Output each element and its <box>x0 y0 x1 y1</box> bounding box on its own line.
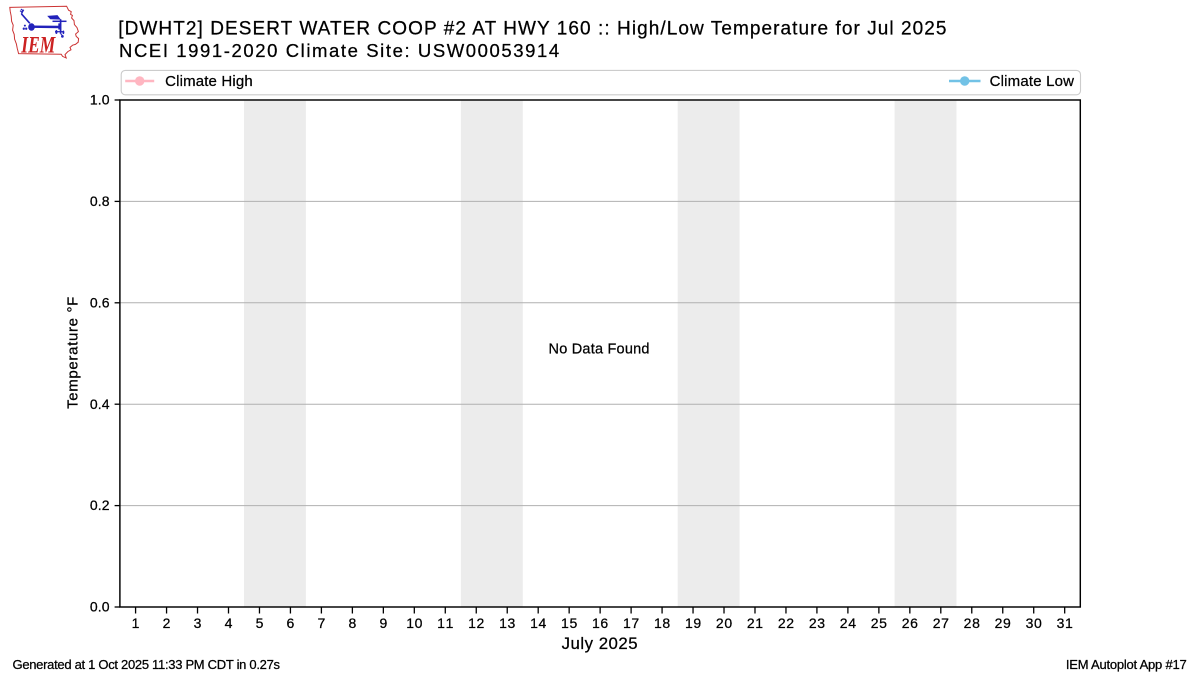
svg-text:[DWHT2] DESERT WATER COOP #2 A: [DWHT2] DESERT WATER COOP #2 AT HWY 160 … <box>118 19 946 40</box>
svg-text:0.2: 0.2 <box>90 497 110 513</box>
svg-text:21: 21 <box>747 615 763 631</box>
svg-text:Generated at 1 Oct 2025 11:33: Generated at 1 Oct 2025 11:33 PM CDT in … <box>13 657 281 672</box>
svg-text:13: 13 <box>499 615 515 631</box>
svg-text:27: 27 <box>933 615 949 631</box>
svg-text:1.0: 1.0 <box>90 92 110 108</box>
svg-text:31: 31 <box>1057 615 1073 631</box>
svg-text:28: 28 <box>964 615 980 631</box>
svg-text:0.0: 0.0 <box>90 599 110 615</box>
svg-text:23: 23 <box>809 615 825 631</box>
svg-text:15: 15 <box>561 615 577 631</box>
svg-text:NCEI 1991-2020 Climate Site: U: NCEI 1991-2020 Climate Site: USW00053914 <box>119 40 559 61</box>
svg-text:July 2025: July 2025 <box>562 634 638 653</box>
svg-text:16: 16 <box>592 615 608 631</box>
svg-text:0.4: 0.4 <box>90 396 110 412</box>
svg-text:14: 14 <box>530 615 546 631</box>
svg-text:No Data Found: No Data Found <box>549 342 650 358</box>
svg-text:3: 3 <box>194 615 202 631</box>
svg-text:18: 18 <box>654 615 670 631</box>
svg-text:6: 6 <box>287 615 295 631</box>
svg-text:25: 25 <box>871 615 887 631</box>
svg-text:Temperature °F: Temperature °F <box>65 297 82 409</box>
svg-text:Climate Low: Climate Low <box>990 73 1075 90</box>
svg-text:7: 7 <box>318 615 326 631</box>
svg-text:2: 2 <box>163 615 171 631</box>
svg-text:IEM: IEM <box>21 33 57 58</box>
svg-text:0.8: 0.8 <box>90 193 110 209</box>
svg-text:0.6: 0.6 <box>90 294 110 310</box>
svg-text:8: 8 <box>348 615 356 631</box>
svg-text:30: 30 <box>1026 615 1042 631</box>
svg-text:Climate High: Climate High <box>165 73 253 90</box>
svg-text:9: 9 <box>379 615 387 631</box>
svg-text:IEM Autoplot App #17: IEM Autoplot App #17 <box>1066 657 1187 672</box>
svg-text:4: 4 <box>225 615 233 631</box>
svg-text:24: 24 <box>840 615 856 631</box>
svg-text:11: 11 <box>437 615 453 631</box>
svg-text:10: 10 <box>406 615 422 631</box>
svg-text:26: 26 <box>902 615 918 631</box>
svg-text:29: 29 <box>995 615 1011 631</box>
svg-text:20: 20 <box>716 615 732 631</box>
svg-text:12: 12 <box>468 615 484 631</box>
svg-text:1: 1 <box>132 615 140 631</box>
svg-text:19: 19 <box>685 615 701 631</box>
svg-text:5: 5 <box>256 615 264 631</box>
svg-text:17: 17 <box>623 615 639 631</box>
svg-text:22: 22 <box>778 615 794 631</box>
